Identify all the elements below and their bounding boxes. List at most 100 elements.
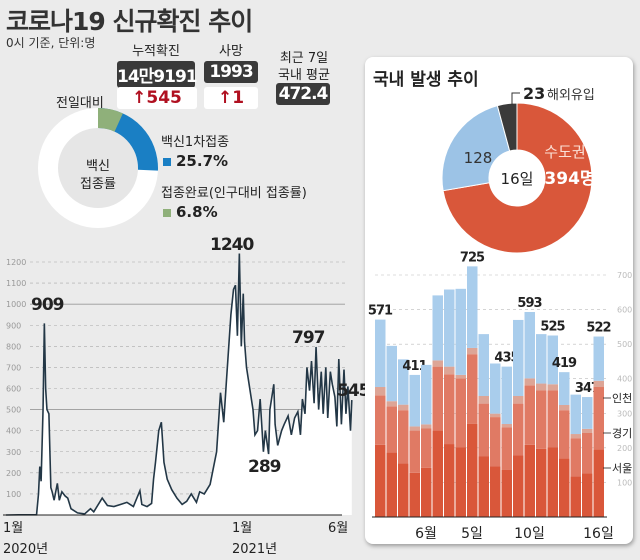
pie-leader-line bbox=[511, 92, 520, 105]
bar-segment-인천 bbox=[432, 360, 443, 367]
cumulative-value: 14만9191 bbox=[117, 61, 198, 88]
y-tick-label: 400 bbox=[6, 427, 21, 436]
bar-segment-인천 bbox=[547, 384, 558, 391]
peak-label: 289 bbox=[248, 457, 281, 477]
line-series bbox=[5, 253, 353, 516]
bar-x-tick: 16일 bbox=[583, 526, 614, 542]
bar-segment-서울 bbox=[490, 466, 501, 517]
bar-y-tick: 400 bbox=[617, 375, 632, 384]
full-dose-swatch bbox=[163, 209, 171, 217]
bar-y-tick: 500 bbox=[617, 340, 632, 349]
x-tick-year: 2021년 bbox=[232, 542, 277, 557]
pie-label-capital: 수도권 bbox=[544, 143, 585, 161]
bar-segment-경기 bbox=[501, 427, 512, 470]
bar-segment-서울 bbox=[432, 430, 443, 517]
y-tick-label: 300 bbox=[6, 448, 21, 457]
first-dose-value: 25.7% bbox=[176, 152, 229, 170]
subtitle: 0시 기준, 단위:명 bbox=[6, 36, 96, 50]
bar-segment-경기 bbox=[467, 354, 478, 424]
pie-label-overseas: 해외유입 bbox=[547, 88, 595, 103]
bar-segment-rest bbox=[582, 397, 593, 429]
bar-segment-rest bbox=[444, 289, 455, 367]
peak-label: 797 bbox=[292, 328, 325, 348]
bar-segment-인천 bbox=[501, 424, 512, 428]
avg-label-2: 국내 평균 bbox=[278, 68, 330, 83]
y-tick-label: 200 bbox=[6, 469, 21, 478]
bar-segment-서울 bbox=[547, 447, 558, 517]
bar-segment-경기 bbox=[432, 366, 443, 431]
bar-segment-서울 bbox=[409, 472, 420, 517]
bar-segment-인천 bbox=[478, 396, 489, 404]
bar-segment-서울 bbox=[570, 476, 581, 517]
bar-segment-경기 bbox=[398, 410, 409, 464]
pie-chart: 16일 수도권 394명 128 23 해외유입 bbox=[441, 84, 596, 254]
pie-slice bbox=[496, 102, 518, 152]
vaccine-donut bbox=[38, 108, 158, 228]
bar-y-tick: 300 bbox=[617, 409, 632, 418]
bar-segment-서울 bbox=[524, 444, 535, 517]
bar-segment-경기 bbox=[375, 395, 386, 445]
bar-value-label: 522 bbox=[586, 321, 610, 336]
bar-segment-경기 bbox=[593, 387, 604, 450]
bar-segment-인천 bbox=[386, 401, 397, 407]
bar-segment-인천 bbox=[582, 428, 593, 433]
bar-segment-rest bbox=[455, 288, 466, 375]
bar-segment-인천 bbox=[559, 404, 570, 411]
series-label: 서울 bbox=[612, 462, 632, 475]
bar-segment-경기 bbox=[386, 406, 397, 453]
pie-slice bbox=[442, 102, 593, 254]
deaths-value: 1993 bbox=[204, 61, 258, 83]
y-tick-label: 1200 bbox=[6, 258, 26, 267]
pie-slice bbox=[441, 105, 511, 192]
change-label: 전일대비 bbox=[56, 96, 104, 111]
series-label: 인천 bbox=[612, 391, 632, 405]
bar-value-label: 571 bbox=[368, 304, 393, 319]
bar-segment-경기 bbox=[559, 410, 570, 459]
pie-value-overseas: 23 bbox=[523, 84, 545, 103]
bar-segment-rest bbox=[398, 359, 409, 405]
bar-segment-경기 bbox=[490, 417, 501, 467]
x-tick-label: 1월 bbox=[232, 521, 252, 536]
y-tick-label: 1000 bbox=[6, 300, 26, 309]
bar-value-label: 525 bbox=[540, 320, 565, 335]
bar-segment-경기 bbox=[444, 374, 455, 445]
avg-label-1: 최근 7일 bbox=[279, 51, 329, 66]
bar-segment-서울 bbox=[501, 469, 512, 517]
bar-segment-rest bbox=[421, 364, 432, 425]
bar-segment-인천 bbox=[490, 413, 501, 418]
bar-segment-rest bbox=[536, 334, 547, 384]
bar-segment-서울 bbox=[398, 463, 409, 517]
pie-center-label: 16일 bbox=[501, 170, 534, 188]
bar-segment-rest bbox=[570, 394, 581, 435]
bar-segment-경기 bbox=[582, 432, 593, 474]
bar-value-label: 725 bbox=[460, 250, 485, 265]
bar-value-label: 593 bbox=[517, 296, 542, 311]
bar-segment-rest bbox=[409, 374, 420, 427]
bar-segment-인천 bbox=[455, 374, 466, 379]
bar-segment-서울 bbox=[559, 458, 570, 517]
bar-segment-인천 bbox=[467, 347, 478, 355]
bar-segment-경기 bbox=[524, 385, 535, 445]
y-tick-label: 1100 bbox=[6, 279, 26, 288]
bar-segment-인천 bbox=[570, 434, 581, 439]
bar-segment-인천 bbox=[398, 404, 409, 411]
bar-segment-경기 bbox=[547, 390, 558, 448]
first-dose-swatch bbox=[163, 158, 171, 166]
bar-segment-서울 bbox=[444, 444, 455, 517]
bar-segment-경기 bbox=[478, 403, 489, 457]
x-tick-label: 1월 bbox=[3, 521, 23, 536]
bar-segment-인천 bbox=[524, 378, 535, 386]
bar-segment-rest bbox=[467, 266, 478, 348]
donut-hole bbox=[58, 128, 138, 208]
deaths-label: 사망 bbox=[219, 44, 243, 59]
bar-segment-rest bbox=[375, 319, 386, 388]
bar-segment-서울 bbox=[375, 444, 386, 517]
y-tick-label: 900 bbox=[6, 321, 21, 330]
bar-y-tick: 100 bbox=[617, 478, 632, 487]
bar-segment-rest bbox=[524, 311, 535, 379]
bar-segment-rest bbox=[547, 335, 558, 385]
bar-value-label: 419 bbox=[552, 356, 577, 371]
full-dose-label: 접종완료(인구대비 접종률) bbox=[161, 186, 307, 201]
bar-segment-서울 bbox=[386, 452, 397, 517]
